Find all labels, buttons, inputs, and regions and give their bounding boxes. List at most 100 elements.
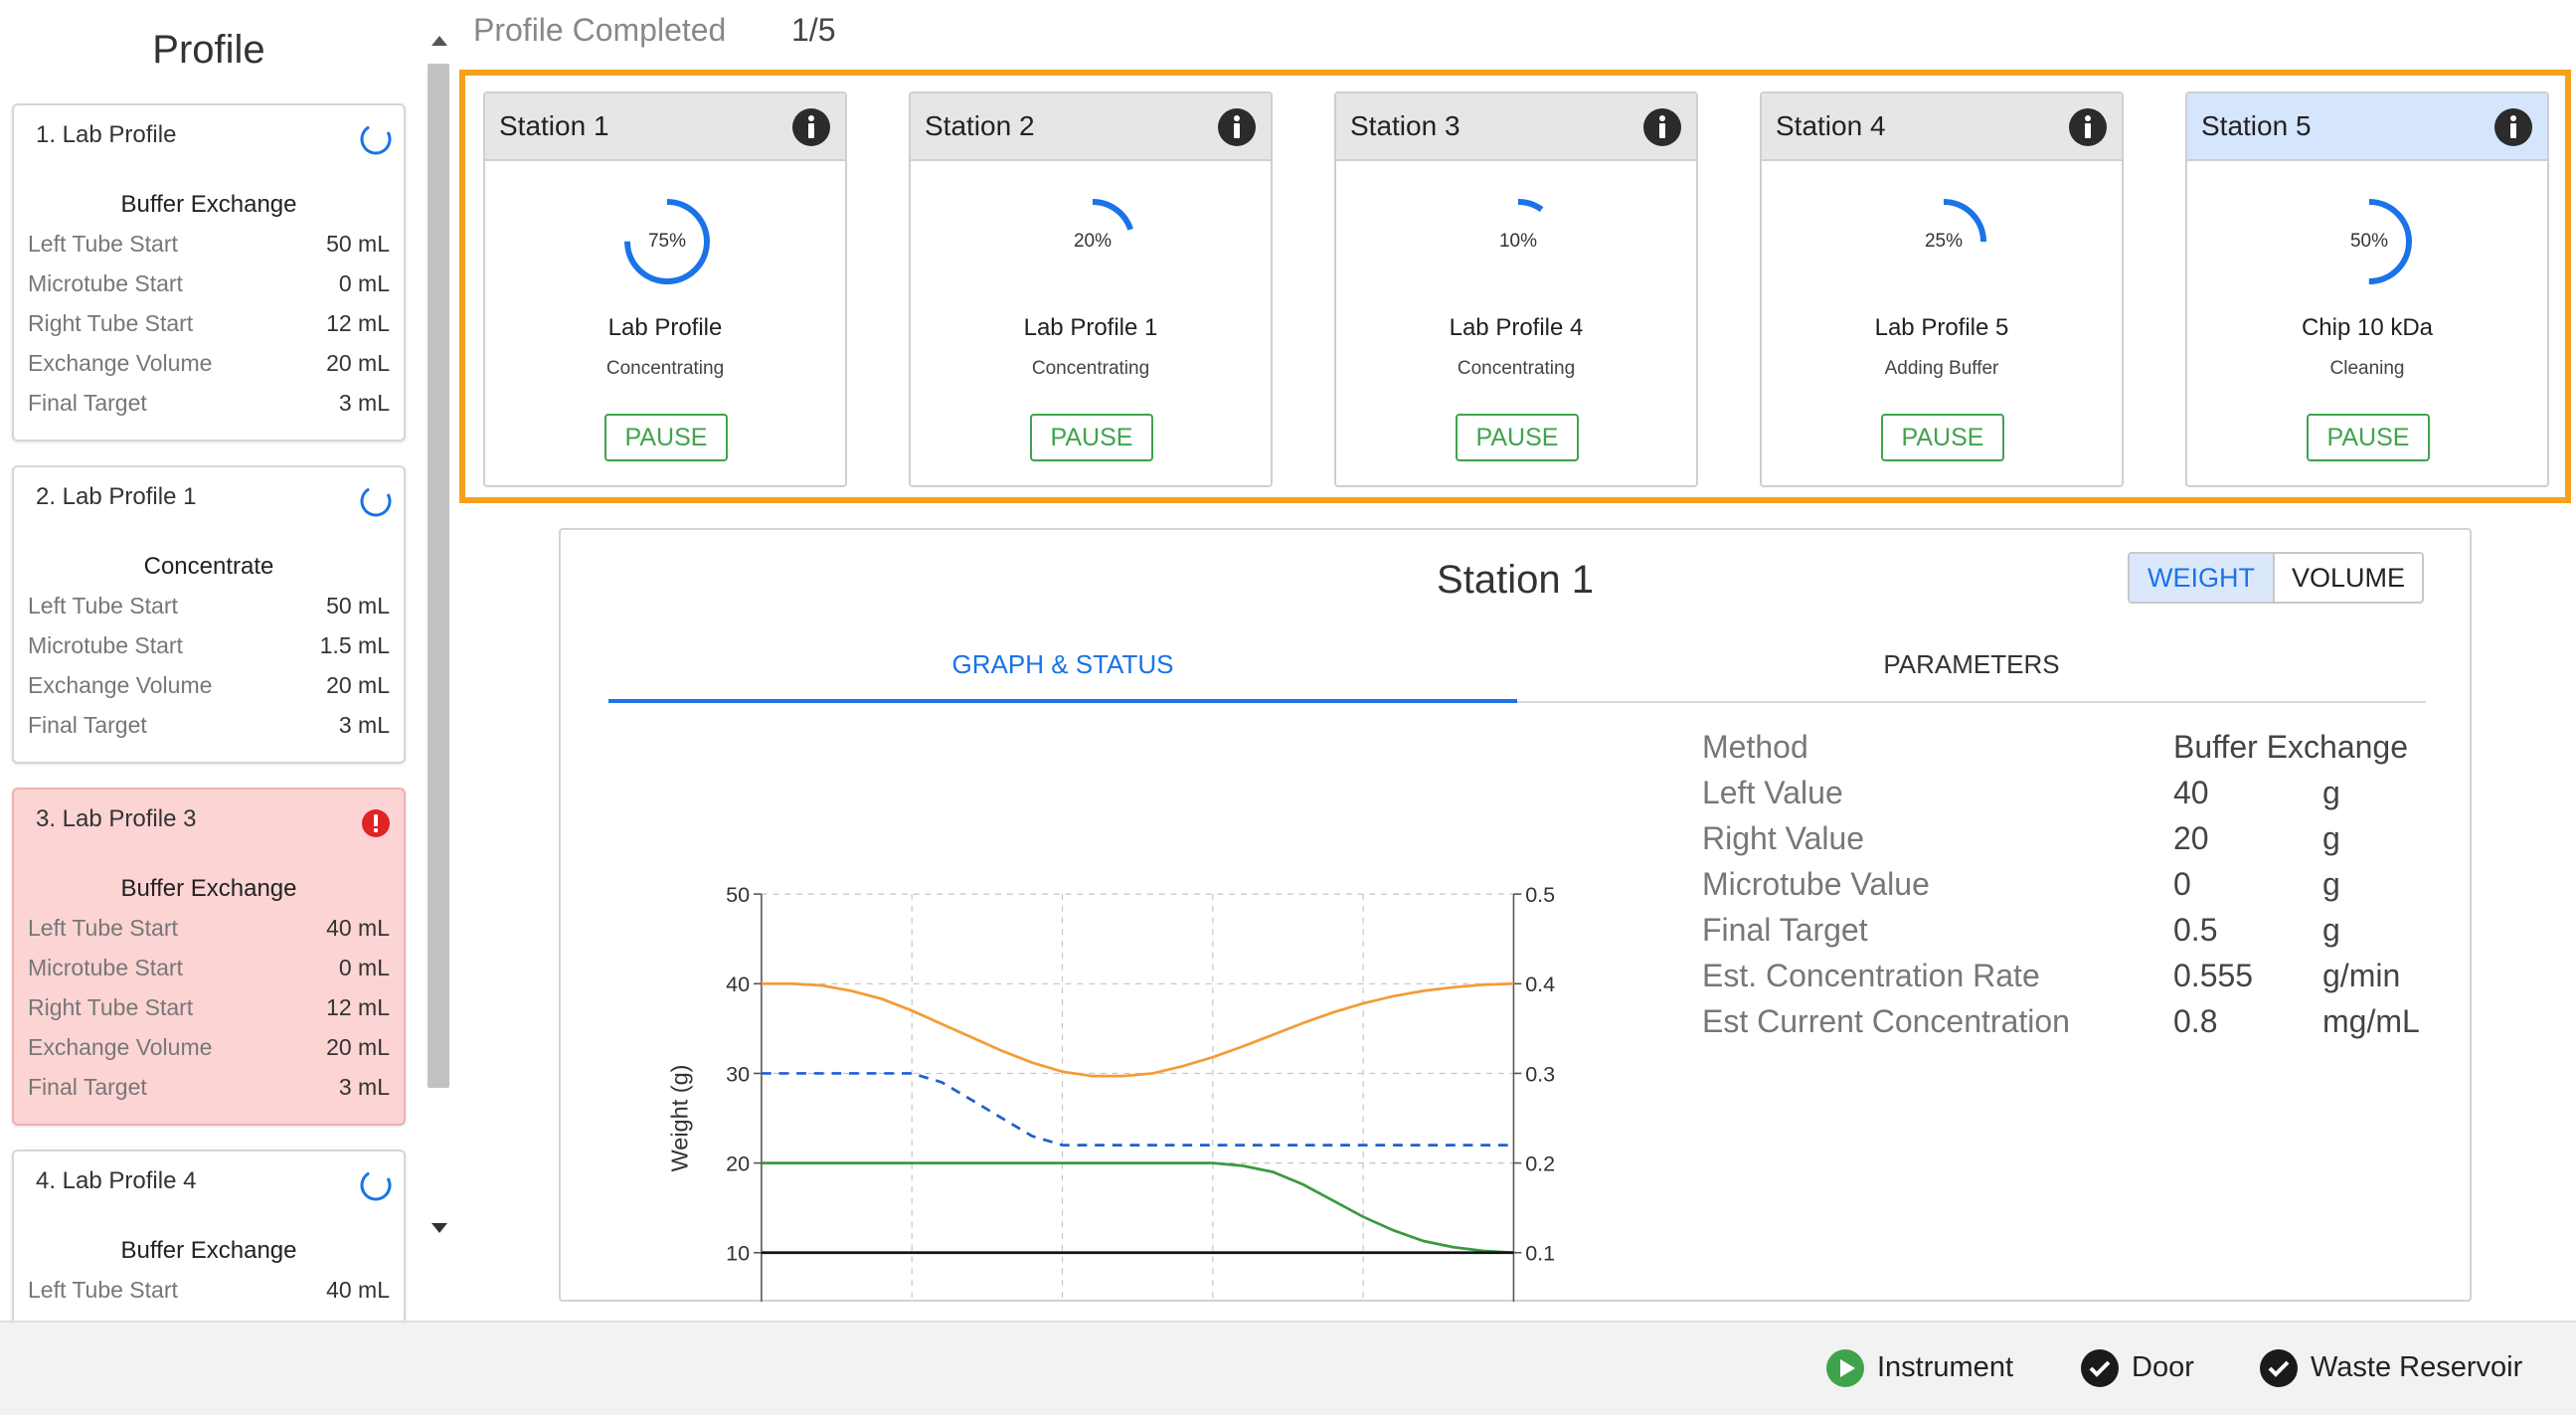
param-unit: g <box>2322 775 2340 810</box>
profile-sidebar: Profile 1. Lab Profile Buffer Exchange L… <box>0 0 418 1321</box>
param-label: Left Tube Start <box>28 231 178 257</box>
station-state: Concentrating <box>1031 358 1150 379</box>
station-name: Station 3 <box>1350 110 1460 141</box>
check-circle-icon <box>2260 1349 2298 1387</box>
param-label: Left Value <box>1702 775 1843 810</box>
param-row: Left Tube Start 40 mL <box>28 1277 390 1317</box>
station-card-2[interactable]: Station 2 20% Lab Profile 1 Concentratin… <box>909 91 1273 487</box>
param-label: Est Current Concentration <box>1702 1003 2070 1039</box>
y2-tick-label: 0.1 <box>1525 1241 1555 1266</box>
progress-ring: 25% <box>1899 197 1988 286</box>
pause-button[interactable]: PAUSE <box>1456 414 1579 461</box>
progress-ring-arc <box>1050 199 1135 284</box>
profile-card-name: 3. Lab Profile 3 <box>36 805 197 832</box>
progress-percent: 50% <box>2349 231 2389 252</box>
profile-card-2[interactable]: 2. Lab Profile 1 Concentrate Left Tube S… <box>12 465 406 764</box>
y-tick-label: 40 <box>726 972 750 996</box>
y-axis-label: Weight (g) <box>666 1064 692 1171</box>
param-label: Right Value <box>1702 820 1865 856</box>
param-value: 20 mL <box>326 672 390 698</box>
station-card-1[interactable]: Station 1 75% Lab Profile Concentrating … <box>483 91 847 487</box>
scroll-up-arrow-icon[interactable] <box>431 36 447 46</box>
station-state: Cleaning <box>2329 358 2405 379</box>
pause-button[interactable]: PAUSE <box>2307 414 2430 461</box>
volume-toggle-button[interactable]: VOLUME <box>2291 563 2406 593</box>
param-value: 20 mL <box>326 1034 390 1060</box>
param-value: 12 mL <box>326 310 390 336</box>
y-tick-label: 30 <box>726 1061 750 1086</box>
tab-graph-status[interactable]: GRAPH & STATUS <box>608 649 1517 703</box>
info-icon[interactable] <box>1642 107 1682 147</box>
info-icon[interactable] <box>791 107 831 147</box>
station-header: Station 3 <box>1336 93 1696 161</box>
sidebar-scrollbar[interactable] <box>426 32 453 1245</box>
param-value: 0 mL <box>338 955 390 980</box>
station-card-4[interactable]: Station 4 25% Lab Profile 5 Adding Buffe… <box>1760 91 2124 487</box>
param-row: Left Tube Start 50 mL <box>28 231 390 270</box>
profile-card-4[interactable]: 4. Lab Profile 4 Buffer Exchange Left Tu… <box>12 1150 406 1321</box>
weight-toggle-button[interactable]: WEIGHT <box>2130 554 2275 602</box>
series-right-line <box>761 1161 1514 1255</box>
param-row: Exchange Volume 20 mL <box>28 1034 390 1074</box>
profile-card-1[interactable]: 1. Lab Profile Buffer Exchange Left Tube… <box>12 103 406 442</box>
param-label: Method <box>1702 729 1808 765</box>
y2-tick-label: 0.3 <box>1525 1061 1555 1086</box>
param-value: 3 mL <box>338 390 390 416</box>
progress-ring-arc <box>1901 199 1986 284</box>
param-value: 0.8 <box>2173 1003 2218 1039</box>
param-label: Final Target <box>28 712 147 738</box>
info-icon[interactable] <box>2493 107 2533 147</box>
progress-ring: 50% <box>2324 197 2414 286</box>
progress-percent: 10% <box>1498 231 1538 252</box>
pause-button[interactable]: PAUSE <box>1030 414 1153 461</box>
station-card-5[interactable]: Station 5 50% Chip 10 kDa Cleaning PAUSE <box>2185 91 2549 487</box>
progress-ring-arc <box>624 199 710 284</box>
series-left-line <box>761 981 1514 1078</box>
param-value: 0.5 <box>2173 912 2218 948</box>
station-header: Station 1 <box>485 93 845 161</box>
param-label: Exchange Volume <box>28 672 213 698</box>
station-header: Station 5 <box>2187 93 2547 161</box>
station-detail-panel: Station 1 WEIGHT VOLUME GRAPH & STATUS P… <box>559 528 2472 1302</box>
station-profile-name: Lab Profile 1 <box>1023 314 1158 341</box>
spinner-icon <box>360 485 392 517</box>
param-label: Final Target <box>1702 912 1868 948</box>
profile-card-method: Buffer Exchange <box>120 1237 297 1264</box>
progress-ring: 20% <box>1048 197 1137 286</box>
param-value: 0 mL <box>338 270 390 296</box>
profile-card-name: 2. Lab Profile 1 <box>36 483 197 510</box>
station-state: Adding Buffer <box>1884 358 1999 379</box>
progress-percent: 25% <box>1924 231 1964 252</box>
param-value: 20 <box>2173 820 2209 856</box>
param-label: Est. Concentration Rate <box>1702 958 2040 993</box>
param-value: 0.555 <box>2173 958 2254 993</box>
param-unit: g <box>2322 866 2340 902</box>
param-label: Exchange Volume <box>28 1034 213 1060</box>
param-value: 12 mL <box>326 994 390 1020</box>
param-value: 0 <box>2173 866 2191 902</box>
param-value: 50 mL <box>326 231 390 257</box>
y-tick-label: 10 <box>726 1241 750 1266</box>
param-value: 50 mL <box>326 593 390 619</box>
y2-tick-label: 0.2 <box>1525 1150 1555 1175</box>
param-unit: g/min <box>2322 958 2401 993</box>
scroll-thumb[interactable] <box>428 64 449 1088</box>
status-footer: Instrument Door Waste Reservoir <box>0 1321 2576 1415</box>
profile-card-3[interactable]: 3. Lab Profile 3 Buffer Exchange Left Tu… <box>12 788 406 1126</box>
y2-tick-label: 0.4 <box>1525 972 1555 996</box>
info-icon[interactable] <box>2068 107 2108 147</box>
pause-button[interactable]: PAUSE <box>1881 414 2004 461</box>
pause-button[interactable]: PAUSE <box>604 414 728 461</box>
profile-card-name: 1. Lab Profile <box>36 121 177 148</box>
param-label: Left Tube Start <box>28 593 178 619</box>
profile-card-method: Buffer Exchange <box>120 875 297 902</box>
param-row: Final Target 3 mL <box>28 1074 390 1114</box>
profile-card-method: Buffer Exchange <box>120 191 297 218</box>
station-profile-name: Chip 10 kDa <box>2301 314 2434 341</box>
param-row: Final Target 3 mL <box>28 712 390 752</box>
scroll-down-arrow-icon[interactable] <box>431 1223 447 1233</box>
info-icon[interactable] <box>1217 107 1257 147</box>
station-card-3[interactable]: Station 3 10% Lab Profile 4 Concentratin… <box>1334 91 1698 487</box>
tab-parameters[interactable]: PARAMETERS <box>1517 649 2426 703</box>
series-concentration-rate-line <box>761 1072 1514 1147</box>
